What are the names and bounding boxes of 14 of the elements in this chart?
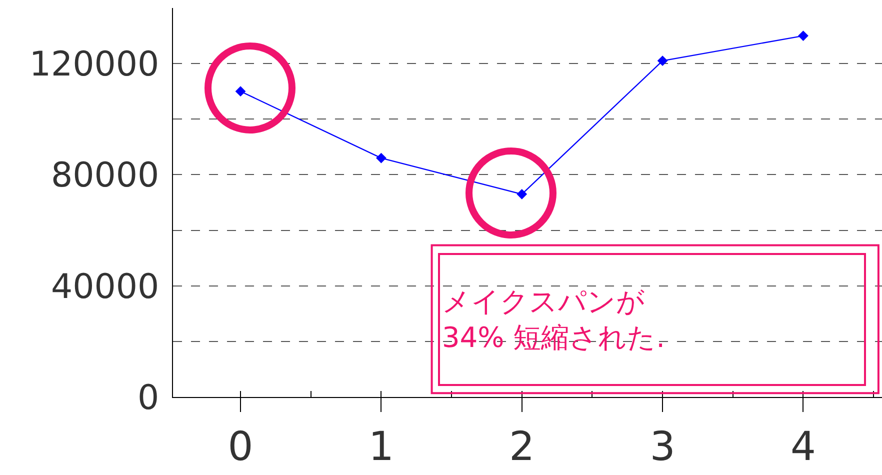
x-tick-label: 4	[790, 424, 816, 470]
y-tick-label: 80000	[51, 156, 160, 196]
x-tick-label: 2	[509, 424, 535, 470]
x-tick-label: 0	[228, 424, 254, 470]
point	[235, 86, 246, 97]
point	[657, 56, 668, 66]
point	[516, 188, 528, 200]
x-tick-label: 3	[650, 424, 676, 470]
x-tick-label: 1	[368, 424, 394, 470]
y-tick-label: 0	[138, 378, 160, 418]
y-tick-label: 120000	[29, 44, 160, 84]
point	[376, 152, 386, 164]
point	[798, 30, 808, 41]
y-tick-label: 40000	[51, 266, 160, 307]
